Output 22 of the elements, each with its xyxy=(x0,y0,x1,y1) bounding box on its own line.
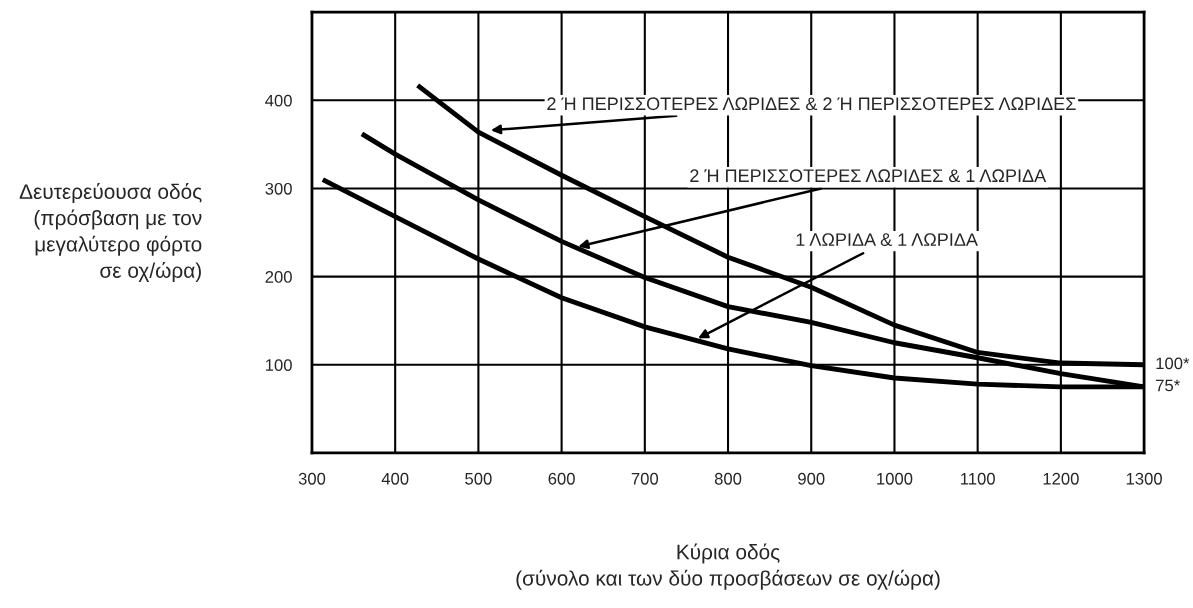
annotation: 2 Ή ΠΕΡΙΣΣΟΤΕΡΕΣ ΛΩΡΙΔΕΣ & 1 ΛΩΡΙΔΑ xyxy=(690,169,1047,183)
annotation: 1 ΛΩΡΙΔΑ & 1 ΛΩΡΙΔΑ xyxy=(796,233,978,246)
x-tick-label: 400 xyxy=(381,472,409,485)
x-tick-label: 700 xyxy=(631,472,659,485)
y-tick-label: 300 xyxy=(265,182,292,195)
x-tick-label: 800 xyxy=(714,472,742,485)
x-tick-label: 600 xyxy=(548,472,575,485)
y-tick-label: 100 xyxy=(265,359,292,371)
x-tick-label: 900 xyxy=(798,472,825,485)
annotation: 75* xyxy=(1156,379,1180,392)
x-tick-label: 1300 xyxy=(1126,472,1162,485)
annotation: 2 Ή ΠΕΡΙΣΣΟΤΕΡΕΣ ΛΩΡΙΔΕΣ & 2 Ή ΠΕΡΙΣΣΟΤΕΡΕΣ ΛΩΡΙΔΕΣ xyxy=(547,97,1076,111)
x-tick-label: 500 xyxy=(465,472,492,485)
x-axis-title: Κύρια οδός (σύνολο και των δύο προσβάσεων σε οχ/ώρα) xyxy=(516,543,940,590)
y-axis-title: Δευτερεύουσα οδός (πρόσβαση με τον μεγαλύτερο φόρτο σε οχ/ώρα) xyxy=(19,183,202,283)
y-tick-label: 400 xyxy=(265,94,292,107)
x-tick-label: 300 xyxy=(298,472,326,485)
y-tick-label: 200 xyxy=(265,271,292,283)
x-tick-label: 1000 xyxy=(877,472,913,485)
x-tick-label: 1200 xyxy=(1043,472,1079,485)
x-tick-label: 1100 xyxy=(961,472,995,485)
annotation: 100* xyxy=(1156,357,1190,370)
